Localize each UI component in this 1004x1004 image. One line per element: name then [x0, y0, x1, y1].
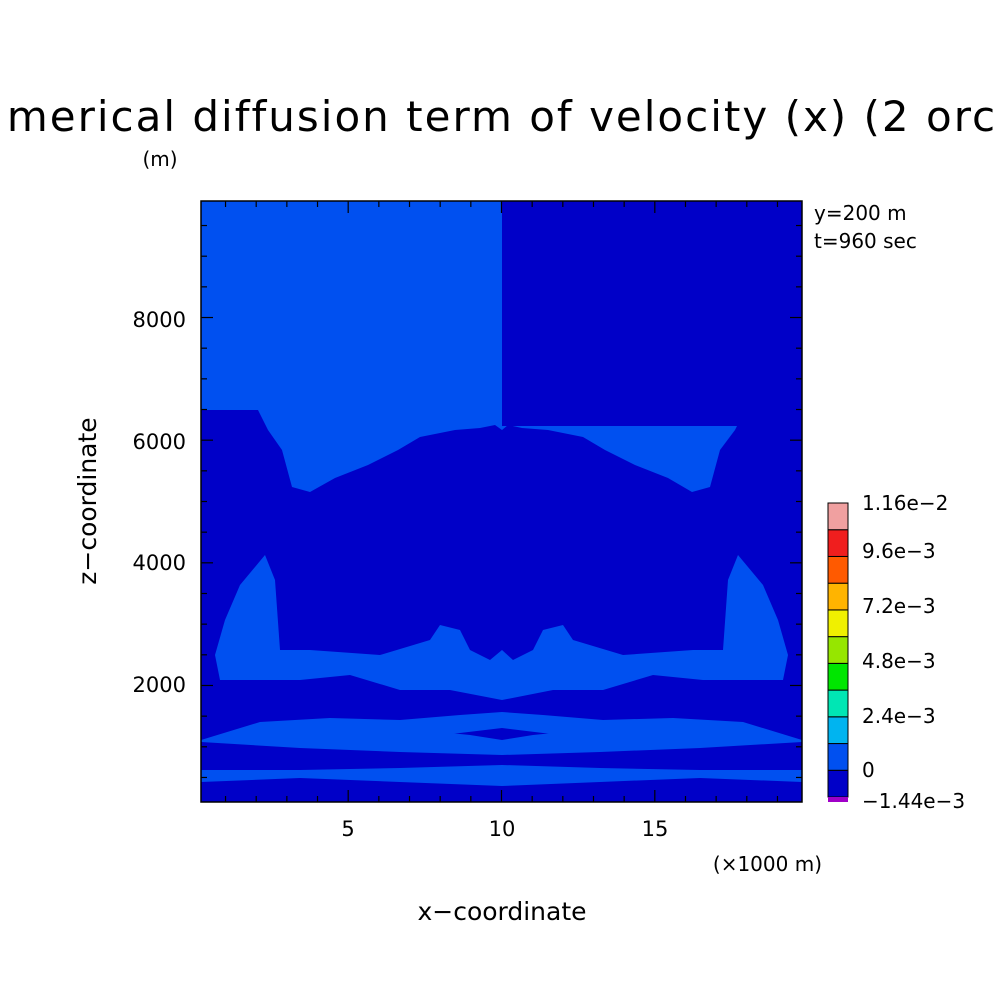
- left-dark-region: [201, 410, 502, 740]
- colorbar-swatch: [827, 716, 849, 745]
- chart-title: merical diffusion term of velocity (x) (…: [7, 92, 997, 141]
- colorbar-min-swatch: [828, 797, 848, 802]
- colorbar-swatch: [827, 529, 849, 557]
- y-tick-label-4000: 4000: [133, 551, 186, 575]
- left-mid-tongue: [201, 712, 502, 742]
- colorbar-swatch: [827, 662, 849, 691]
- colorbar-label: 4.8e−3: [862, 649, 936, 673]
- y-tick-label-2000: 2000: [133, 673, 186, 697]
- y-position-annotation: y=200 m: [814, 201, 907, 225]
- y-axis-label: z−coordinate: [73, 417, 102, 584]
- x-unit-label: (×1000 m): [713, 852, 822, 876]
- colorbar-label: 0: [862, 758, 875, 782]
- right-dark-region: [502, 410, 802, 740]
- colorbar-label: 1.16e−2: [862, 491, 948, 515]
- y-tick-label-6000: 6000: [133, 430, 186, 454]
- colorbar-swatch: [827, 555, 849, 584]
- colorbar-swatch: [827, 582, 849, 611]
- colorbar-swatch: [827, 636, 849, 664]
- contour-field: [201, 201, 802, 802]
- x-tick-label-10: 10: [489, 817, 516, 841]
- colorbar-swatch: [827, 743, 849, 771]
- colorbar-swatch: [827, 769, 849, 798]
- colorbar-label: 2.4e−3: [862, 704, 936, 728]
- colorbar-swatch: [827, 502, 849, 531]
- colorbar-swatch: [827, 609, 849, 638]
- lower-dark-band: [201, 742, 802, 770]
- colorbar-label: −1.44e−3: [862, 789, 965, 813]
- colorbar-swatch: [827, 689, 849, 718]
- x-tick-label-15: 15: [642, 817, 669, 841]
- right-mid-tongue: [502, 712, 802, 742]
- axis-ticks: [201, 201, 802, 802]
- upper-right-negative-region: [502, 201, 802, 426]
- y-unit-label: (m): [142, 147, 177, 171]
- y-tick-label-8000: 8000: [133, 308, 186, 332]
- colorbar: 1.16e−2 9.6e−3 7.2e−3 4.8e−3 2.4e−3 0 −1.44e−3: [827, 491, 965, 813]
- colorbar-label: 7.2e−3: [862, 594, 936, 618]
- x-tick-label-5: 5: [341, 817, 354, 841]
- x-axis-label: x−coordinate: [417, 897, 586, 926]
- time-annotation: t=960 sec: [814, 229, 917, 253]
- colorbar-label: 9.6e−3: [862, 539, 936, 563]
